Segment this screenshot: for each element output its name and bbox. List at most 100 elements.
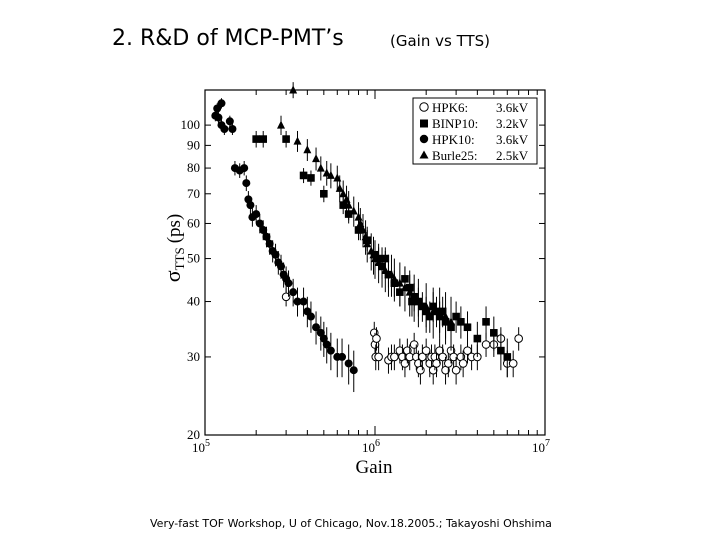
y-tick-label: 40 [187, 294, 200, 309]
data-point [497, 346, 505, 355]
data-layer [211, 82, 523, 393]
data-point [322, 168, 331, 177]
data-point [322, 340, 331, 349]
data-point [240, 164, 249, 173]
series-hpk6 [281, 287, 523, 385]
data-point [228, 124, 237, 133]
legend-marker-hpk6 [419, 102, 429, 112]
data-point [225, 117, 234, 126]
data-point [326, 346, 335, 355]
x-axis-label: Gain [356, 457, 393, 478]
y-tick-label: 70 [187, 186, 200, 201]
legend-hv-binp10: 3.2kV [496, 116, 529, 131]
y-tick-label: 50 [187, 251, 200, 266]
data-point [429, 306, 438, 315]
data-point [374, 257, 383, 266]
x-tick-label: 106 [362, 438, 380, 455]
legend-name-binp10: BINP10: [432, 116, 478, 131]
y-tick-label: 30 [187, 349, 200, 364]
legend-box [412, 97, 538, 165]
series-burle25 [277, 82, 456, 351]
data-point [410, 292, 419, 301]
legend-name-hpk6: HPK6: [432, 100, 468, 115]
data-point [252, 210, 261, 219]
data-point [400, 283, 409, 292]
x-tick-label: 107 [532, 438, 550, 455]
data-point [395, 278, 404, 287]
data-point [457, 318, 465, 326]
data-point [432, 307, 441, 316]
data-point [259, 135, 268, 143]
y-tick-label: 100 [181, 117, 201, 132]
legend-hv-hpk6: 3.6kV [496, 100, 529, 115]
legend-marker-hpk10 [419, 134, 429, 144]
data-point [338, 352, 347, 361]
data-point [418, 302, 427, 311]
data-point [284, 279, 293, 288]
data-point [259, 225, 268, 234]
series-hpk10 [211, 98, 358, 393]
data-point [503, 353, 512, 361]
data-point [303, 145, 312, 154]
data-point [255, 219, 264, 228]
data-point [356, 218, 365, 227]
data-point [421, 346, 431, 355]
slide-subtitle: (Gain vs TTS) [390, 32, 491, 50]
data-point [252, 135, 260, 143]
data-point [319, 334, 328, 343]
data-point [441, 312, 450, 321]
x-tick-base: 10 [532, 440, 545, 455]
data-point [371, 254, 379, 263]
data-point [438, 307, 447, 316]
data-point [451, 365, 461, 375]
data-point [299, 171, 308, 180]
data-point [400, 359, 410, 368]
data-point [214, 113, 223, 122]
legend-hv-burle25: 2.5kV [496, 148, 529, 163]
data-point [359, 225, 368, 234]
data-point [481, 340, 491, 349]
y-axis-label-symbol: σ [160, 270, 185, 282]
legend: HPK6: 3.6kV BINP10: 3.2kV HPK10: 3.6kV B… [412, 97, 538, 165]
footer-text: Very-fast TOF Workshop, U of Chicago, No… [150, 517, 552, 530]
data-point [335, 183, 344, 192]
data-point [312, 323, 321, 332]
legend-marker-binp10 [420, 119, 428, 128]
x-tick-label: 105 [192, 438, 210, 455]
data-point [265, 239, 274, 248]
data-point [217, 99, 226, 108]
data-point [307, 174, 315, 182]
data-point [242, 179, 251, 188]
y-tick-label: 90 [187, 137, 200, 152]
data-point [447, 317, 456, 326]
data-point [312, 154, 321, 163]
y-axis-label-unit: (ps) [164, 214, 185, 244]
data-point [349, 366, 358, 375]
data-point [390, 274, 399, 283]
data-point [416, 365, 425, 375]
data-point [422, 301, 431, 310]
data-point [306, 312, 315, 321]
data-point [220, 124, 229, 133]
data-point [378, 261, 387, 270]
data-point [482, 318, 490, 326]
data-point [438, 352, 447, 362]
data-point [344, 200, 353, 209]
data-point [458, 359, 468, 368]
data-point [408, 297, 416, 306]
data-point [282, 135, 290, 143]
data-point [374, 352, 383, 362]
data-point [271, 250, 280, 259]
data-point [490, 329, 498, 337]
data-point [381, 265, 390, 274]
data-point [372, 334, 381, 343]
data-point [432, 359, 441, 368]
legend-name-burle25: Burle25: [432, 148, 478, 163]
y-tick-label: 20 [187, 427, 200, 442]
data-point [444, 359, 453, 368]
y-tick-label: 80 [187, 160, 200, 175]
data-point [514, 334, 523, 343]
data-point [277, 262, 286, 271]
